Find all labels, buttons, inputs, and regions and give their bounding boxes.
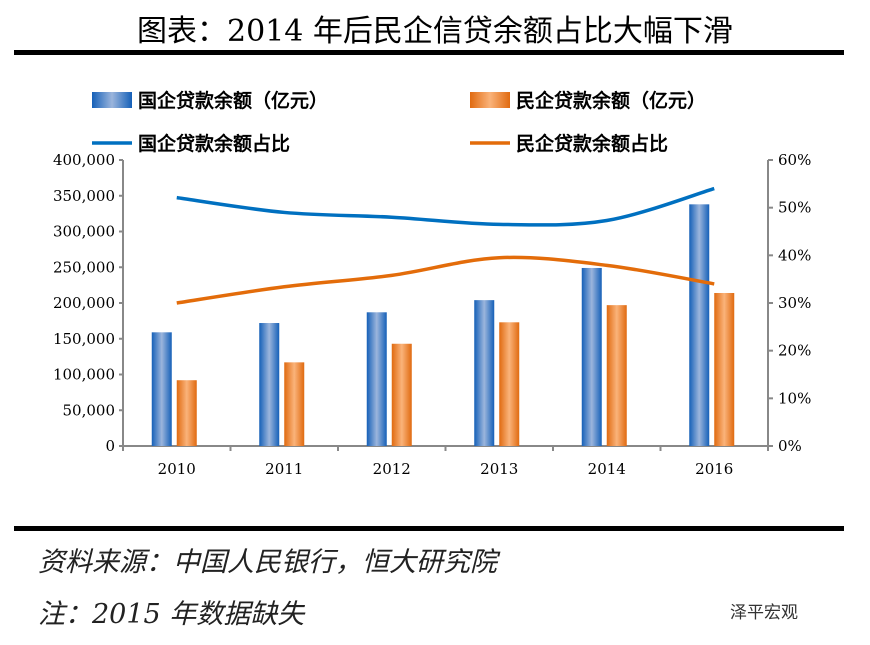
bar-soe <box>151 332 172 446</box>
right-tick-label: 60% <box>778 151 811 169</box>
watermark: 泽平宏观 <box>730 603 798 623</box>
footnote: 注：2015 年数据缺失 <box>38 599 305 630</box>
x-tick-label: 2010 <box>158 460 196 478</box>
bar-private <box>176 380 197 446</box>
left-tick-label: 350,000 <box>53 187 115 205</box>
right-tick-label: 50% <box>778 199 811 217</box>
left-tick-label: 250,000 <box>53 258 115 276</box>
left-tick-label: 300,000 <box>53 223 115 241</box>
x-tick-label: 2011 <box>265 460 303 478</box>
legend-label: 国企贷款余额占比 <box>138 132 290 155</box>
bar-soe <box>581 267 602 446</box>
right-tick-label: 10% <box>778 389 811 407</box>
left-tick-label: 0 <box>105 437 115 455</box>
legend-swatch <box>92 92 132 108</box>
source-note: 资料来源：中国人民银行，恒大研究院 <box>38 547 497 578</box>
bar-private <box>391 343 412 446</box>
bar-soe <box>259 323 280 446</box>
legend-label: 国企贷款余额（亿元） <box>138 89 328 112</box>
right-tick-label: 20% <box>778 342 811 360</box>
bar-soe <box>366 312 387 446</box>
chart: 0 50,000 100,000 150,000 200,000 250,000 300,0… <box>53 89 811 478</box>
x-tick-label: 2014 <box>588 460 626 478</box>
bar-private <box>499 322 520 446</box>
right-tick-label: 30% <box>778 294 811 312</box>
line-soe-share <box>176 186 715 227</box>
legend-swatch <box>470 92 510 108</box>
bar-private <box>606 305 627 446</box>
chart-title: 图表：2014 年后民企信贷余额占比大幅下滑 <box>137 14 733 49</box>
left-tick-label: 100,000 <box>53 366 115 384</box>
bar-soe <box>689 204 710 446</box>
bar-soe <box>474 300 495 446</box>
bar-private <box>714 292 735 446</box>
legend-label: 民企贷款余额占比 <box>516 132 668 155</box>
legend-label: 民企贷款余额（亿元） <box>516 89 706 112</box>
right-tick-label: 0% <box>778 437 802 455</box>
left-tick-label: 50,000 <box>63 401 116 419</box>
left-tick-label: 150,000 <box>53 330 115 348</box>
bottom-rule <box>14 526 844 531</box>
left-tick-label: 200,000 <box>53 294 115 312</box>
bar-private <box>284 362 305 446</box>
left-tick-label: 400,000 <box>53 151 115 169</box>
right-tick-label: 40% <box>778 246 811 264</box>
line-private-share <box>176 255 715 305</box>
top-rule <box>14 50 844 55</box>
x-tick-label: 2012 <box>373 460 411 478</box>
x-tick-label: 2013 <box>480 460 518 478</box>
x-tick-label: 2016 <box>695 460 733 478</box>
